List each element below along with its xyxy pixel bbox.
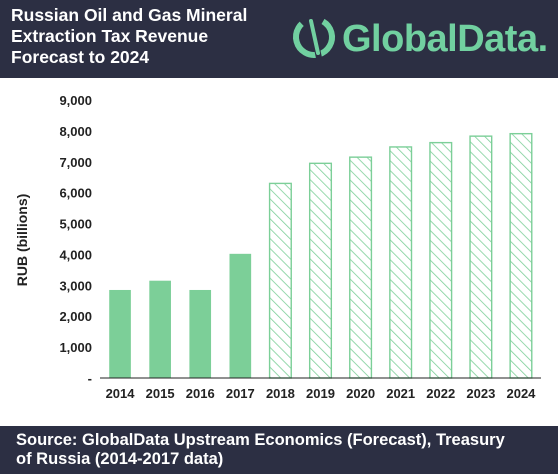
bar-2020 — [349, 156, 373, 379]
y-tick-label: 7,000 — [59, 155, 92, 170]
y-tick-label: 6,000 — [59, 186, 92, 201]
bar-chart: RUB (billions) - 1,000 2,000 3,000 4,000 5,00… — [14, 93, 541, 401]
logo-text: GlobalData. — [342, 18, 548, 60]
globaldata-logo: GlobalData. — [288, 8, 550, 70]
bar-2014 — [109, 289, 131, 378]
title-line-2: Extraction Tax Revenue — [11, 26, 209, 46]
source-line-2: of Russia (2014-2017 data) — [16, 450, 224, 468]
bar-2019 — [308, 162, 333, 379]
header-banner: Russian Oil and Gas Mineral Extraction T… — [0, 0, 558, 78]
bar-2015 — [149, 280, 171, 378]
title-line-3: Forecast to 2024 — [11, 47, 150, 67]
y-tick-label: 1,000 — [59, 340, 92, 355]
x-tick-label: 2022 — [426, 386, 455, 401]
bar-2023 — [469, 135, 493, 379]
title-line-1: Russian Oil and Gas Mineral — [11, 5, 248, 25]
x-tick-label: 2014 — [106, 386, 136, 401]
x-tick-label: 2024 — [506, 386, 536, 401]
bar-2016 — [189, 289, 212, 378]
y-axis-label: RUB (billions) — [14, 194, 30, 287]
bar-2024 — [509, 132, 533, 379]
x-tick-label: 2017 — [226, 386, 255, 401]
bar-2022 — [429, 141, 453, 379]
x-tick-label: 2015 — [146, 386, 175, 401]
chart-title: Russian Oil and Gas Mineral Extraction T… — [11, 5, 311, 68]
y-tick-label: 5,000 — [59, 217, 92, 232]
x-tick-label: 2020 — [346, 386, 375, 401]
y-tick-label: 4,000 — [59, 247, 92, 262]
bar-2018 — [268, 182, 292, 379]
y-axis-ticks: - 1,000 2,000 3,000 4,000 5,000 6,000 7,000 8,00… — [59, 93, 92, 386]
x-tick-label: 2016 — [186, 386, 215, 401]
y-tick-label: 3,000 — [59, 278, 92, 293]
x-tick-label: 2019 — [306, 386, 335, 401]
source-note: Source: GlobalData Upstream Economics (F… — [16, 431, 552, 469]
y-tick-label: 9,000 — [59, 93, 92, 108]
x-tick-label: 2018 — [266, 386, 295, 401]
bar-2021 — [389, 146, 413, 379]
bar-2017 — [229, 253, 252, 378]
y-tick-label: - — [88, 371, 92, 386]
x-tick-label: 2021 — [386, 386, 415, 401]
source-line-1: Source: GlobalData Upstream Economics (F… — [16, 431, 505, 449]
globaldata-logo-icon — [293, 15, 335, 59]
y-tick-label: 2,000 — [59, 309, 92, 324]
x-tick-label: 2023 — [466, 386, 495, 401]
y-tick-label: 8,000 — [59, 124, 92, 139]
x-axis-ticks: 2014 2015 2016 2017 2018 2019 2020 2021 2022 2023… — [106, 386, 537, 401]
bars — [109, 132, 533, 379]
footer-banner: Source: GlobalData Upstream Economics (F… — [0, 426, 558, 474]
